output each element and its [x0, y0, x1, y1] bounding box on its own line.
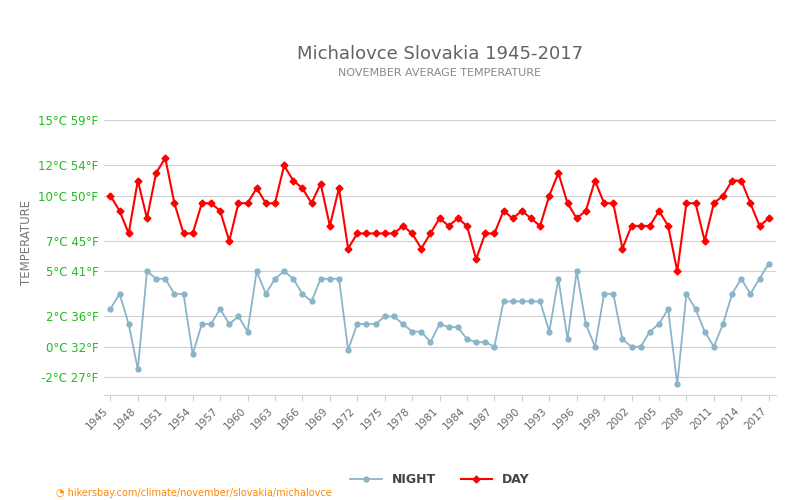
- Text: ◔ hikersbay.com/climate/november/slovakia/michalovce: ◔ hikersbay.com/climate/november/slovaki…: [56, 488, 332, 498]
- Text: NOVEMBER AVERAGE TEMPERATURE: NOVEMBER AVERAGE TEMPERATURE: [338, 68, 542, 78]
- NIGHT: [434, 321, 444, 327]
- DAY: [106, 192, 115, 198]
- DAY: [718, 192, 728, 198]
- NIGHT: [325, 276, 334, 281]
- Y-axis label: TEMPERATURE: TEMPERATURE: [20, 200, 33, 285]
- DAY: [161, 155, 170, 161]
- Line: DAY: DAY: [108, 156, 771, 274]
- NIGHT: [673, 382, 682, 388]
- Legend: NIGHT, DAY: NIGHT, DAY: [346, 468, 534, 491]
- DAY: [444, 223, 454, 229]
- NIGHT: [682, 291, 691, 297]
- NIGHT: [252, 268, 262, 274]
- NIGHT: [654, 321, 664, 327]
- DAY: [663, 223, 673, 229]
- Title: Michalovce Slovakia 1945-2017: Michalovce Slovakia 1945-2017: [297, 46, 583, 64]
- DAY: [334, 185, 344, 191]
- DAY: [261, 200, 270, 206]
- DAY: [690, 200, 700, 206]
- NIGHT: [106, 306, 115, 312]
- Line: NIGHT: NIGHT: [108, 261, 771, 387]
- NIGHT: [764, 260, 774, 266]
- NIGHT: [709, 344, 718, 349]
- DAY: [673, 268, 682, 274]
- DAY: [764, 216, 774, 222]
